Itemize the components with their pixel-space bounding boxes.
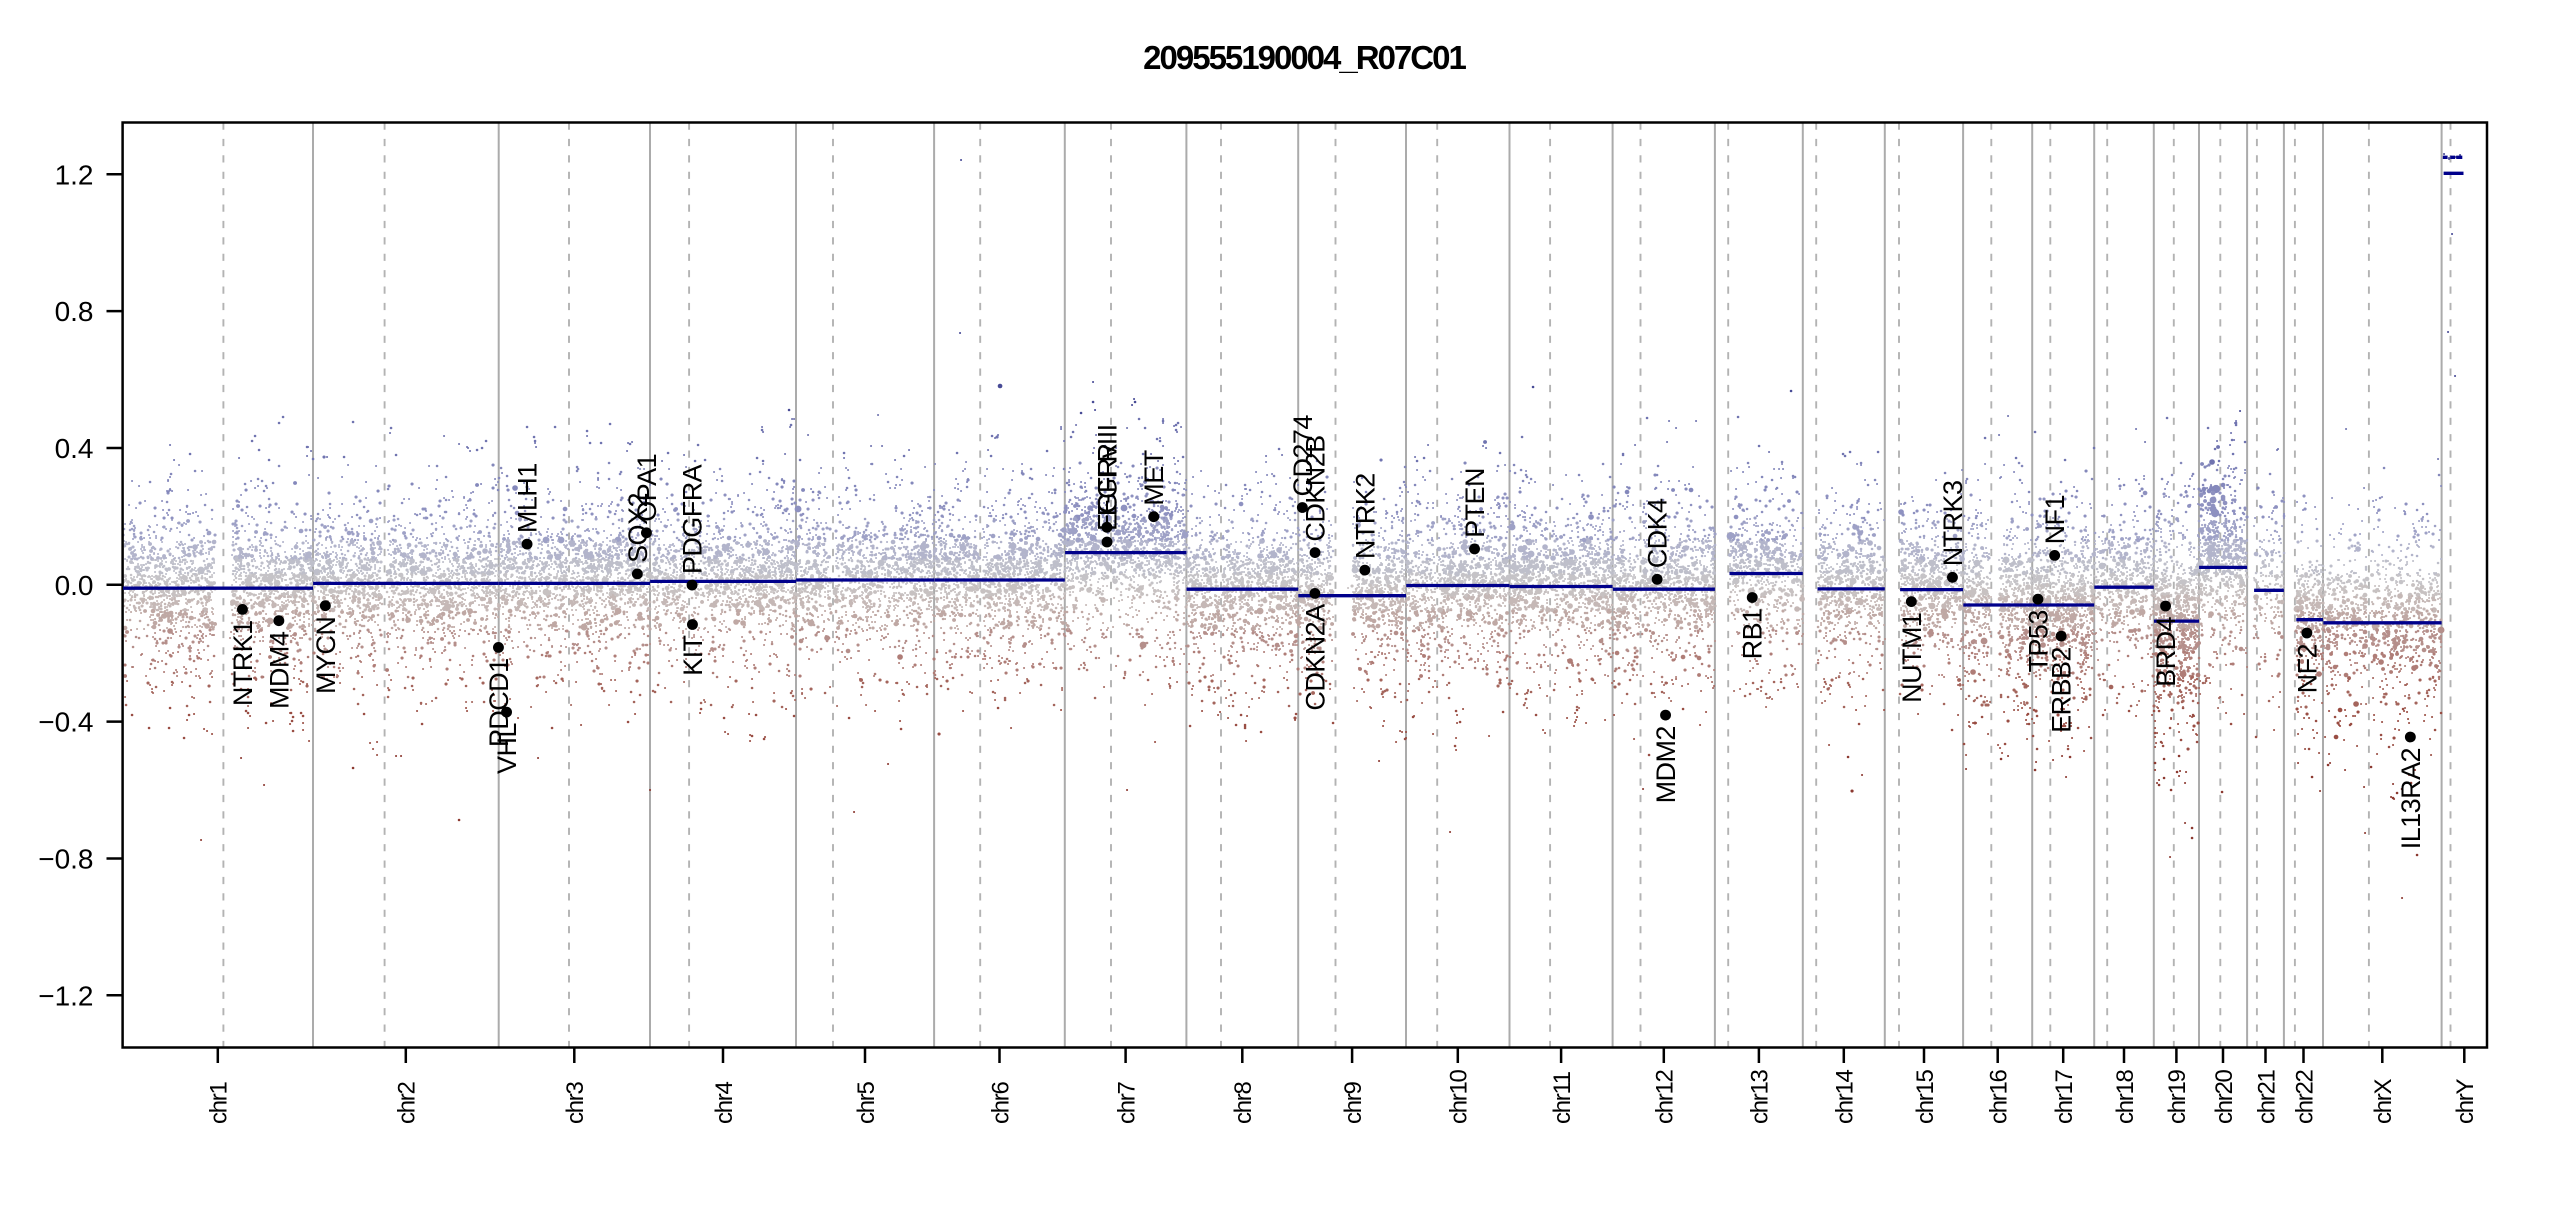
- svg-text:ERBB2: ERBB2: [2047, 647, 2077, 733]
- svg-text:CDKN2B: CDKN2B: [1301, 435, 1331, 541]
- svg-text:chr3: chr3: [562, 1082, 589, 1124]
- svg-text:EGFRvIII: EGFRvIII: [1093, 424, 1123, 531]
- svg-text:PDCD1: PDCD1: [484, 658, 514, 747]
- svg-text:chrY: chrY: [2452, 1079, 2479, 1124]
- svg-text:NTRK2: NTRK2: [1350, 473, 1380, 559]
- svg-text:MDM4: MDM4: [264, 631, 294, 709]
- svg-text:MET: MET: [1139, 450, 1169, 505]
- svg-text:BRD4: BRD4: [2151, 616, 2181, 686]
- svg-text:chr4: chr4: [711, 1082, 738, 1124]
- svg-text:1.2: 1.2: [55, 159, 94, 190]
- svg-text:TP53: TP53: [2023, 610, 2053, 672]
- svg-text:chr22: chr22: [2291, 1070, 2318, 1124]
- svg-text:−0.8: −0.8: [38, 844, 93, 875]
- svg-text:NF2: NF2: [2292, 644, 2322, 693]
- svg-text:chr17: chr17: [2051, 1070, 2078, 1124]
- svg-text:CDK4: CDK4: [1643, 498, 1673, 568]
- svg-text:0.4: 0.4: [55, 433, 94, 464]
- svg-text:VHL: VHL: [492, 723, 522, 774]
- svg-text:209555190004_R07C01: 209555190004_R07C01: [1143, 39, 1466, 76]
- svg-text:IL13RA2: IL13RA2: [2396, 748, 2426, 849]
- svg-text:chr8: chr8: [1230, 1082, 1257, 1124]
- svg-text:chr15: chr15: [1912, 1070, 1939, 1124]
- svg-text:chr11: chr11: [1549, 1071, 1576, 1124]
- svg-text:PDGFRA: PDGFRA: [678, 464, 708, 574]
- svg-text:MLH1: MLH1: [513, 463, 543, 533]
- svg-text:chr20: chr20: [2211, 1070, 2238, 1124]
- svg-text:CDKN2A: CDKN2A: [1300, 604, 1330, 711]
- svg-text:chr16: chr16: [1986, 1070, 2013, 1124]
- svg-text:chr1: chr1: [206, 1082, 233, 1124]
- svg-text:0.0: 0.0: [55, 570, 94, 601]
- svg-text:chr14: chr14: [1832, 1070, 1859, 1124]
- svg-text:chrX: chrX: [2370, 1079, 2397, 1124]
- svg-text:NTRK1: NTRK1: [228, 620, 258, 706]
- svg-text:chr2: chr2: [394, 1082, 421, 1124]
- svg-text:chr9: chr9: [1340, 1082, 1367, 1124]
- svg-text:chr7: chr7: [1113, 1082, 1140, 1124]
- svg-text:−1.2: −1.2: [38, 980, 93, 1011]
- svg-text:chr10: chr10: [1446, 1070, 1473, 1124]
- svg-text:chr19: chr19: [2164, 1070, 2191, 1124]
- svg-text:EGFR: EGFR: [1092, 443, 1122, 516]
- svg-text:chr5: chr5: [853, 1082, 880, 1124]
- svg-text:MYCN: MYCN: [311, 617, 341, 694]
- svg-text:chr12: chr12: [1652, 1070, 1679, 1124]
- svg-text:CD274: CD274: [1288, 415, 1318, 497]
- svg-text:chr21: chr21: [2253, 1070, 2280, 1124]
- svg-text:0.8: 0.8: [55, 296, 94, 327]
- svg-text:NUTM1: NUTM1: [1897, 613, 1927, 703]
- svg-text:RB1: RB1: [1738, 609, 1768, 660]
- svg-text:chr13: chr13: [1747, 1070, 1774, 1124]
- svg-text:−0.4: −0.4: [38, 707, 93, 738]
- svg-text:chr6: chr6: [987, 1082, 1014, 1124]
- svg-text:KIT: KIT: [678, 635, 708, 675]
- svg-text:NF1: NF1: [2040, 495, 2070, 544]
- svg-text:OPA1: OPA1: [632, 454, 662, 522]
- svg-text:MDM2: MDM2: [1651, 726, 1681, 803]
- svg-text:chr18: chr18: [2112, 1070, 2139, 1124]
- svg-text:PTEN: PTEN: [1460, 468, 1490, 538]
- svg-text:NTRK3: NTRK3: [1938, 481, 1968, 567]
